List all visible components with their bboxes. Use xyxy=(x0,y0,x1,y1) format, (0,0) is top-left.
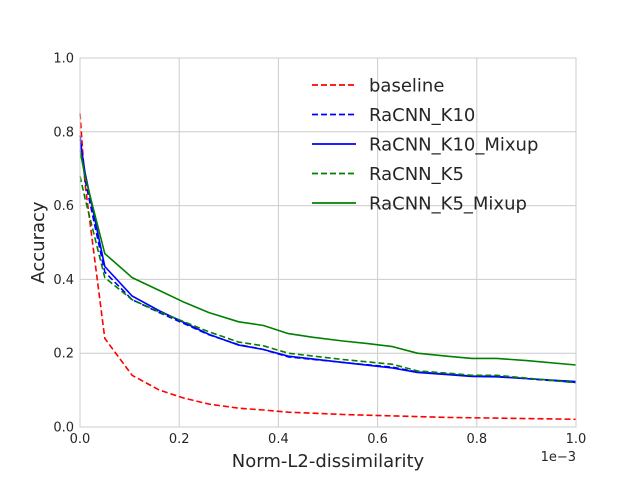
y-tick-label: 0.0 xyxy=(53,421,74,436)
y-tick-label: 0.6 xyxy=(53,199,74,214)
legend: baseline RaCNN_K10 RaCNN_K10_Mixup RaCNN_K5… xyxy=(312,76,538,215)
x-axis-label: Norm-L2-dissimilarity xyxy=(232,451,425,472)
x-tick-label: 0.6 xyxy=(367,432,388,447)
y-tick-labels: 0.0 0.2 0.4 0.6 0.8 1.0 xyxy=(53,52,74,436)
x-tick-label: 0.0 xyxy=(70,432,91,447)
legend-label-0: baseline xyxy=(369,76,444,97)
legend-label-4: RaCNN_K5_Mixup xyxy=(369,194,527,215)
grid-lines xyxy=(79,57,577,428)
series-lines xyxy=(79,113,577,421)
x-tick-labels: 0.0 0.2 0.4 0.6 0.8 1.0 xyxy=(70,432,587,447)
x-tick-label: 0.8 xyxy=(466,432,487,447)
y-tick-label: 1.0 xyxy=(53,52,74,67)
series-line-3 xyxy=(79,175,577,384)
plot-area xyxy=(79,57,577,428)
legend-label-3: RaCNN_K5 xyxy=(369,164,464,185)
legend-label-1: RaCNN_K10 xyxy=(369,105,475,126)
y-tick-label: 0.4 xyxy=(53,273,74,288)
legend-label-2: RaCNN_K10_Mixup xyxy=(369,135,538,156)
plot-frame xyxy=(79,57,577,428)
x-tick-label: 0.2 xyxy=(169,432,190,447)
y-tick-label: 0.2 xyxy=(53,347,74,362)
y-axis-label: Accuracy xyxy=(28,201,49,284)
x-tick-label: 0.4 xyxy=(268,432,289,447)
y-tick-label: 0.8 xyxy=(53,125,74,140)
x-tick-label: 1.0 xyxy=(566,432,587,447)
series-line-4 xyxy=(79,150,577,366)
series-line-2 xyxy=(79,139,577,383)
x-offset-label: 1e−3 xyxy=(541,450,576,465)
